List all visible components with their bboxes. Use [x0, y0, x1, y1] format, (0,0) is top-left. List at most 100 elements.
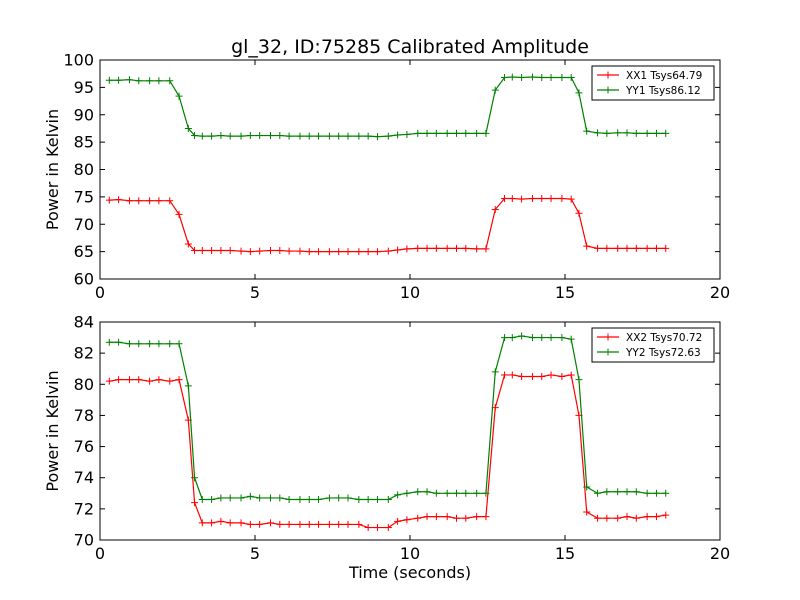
data-point [208, 247, 216, 255]
legend-box [591, 65, 715, 101]
data-point [518, 373, 526, 380]
data-point [414, 244, 422, 252]
data-point [217, 494, 225, 502]
x-tick-label: 20 [710, 544, 730, 563]
data-point [115, 376, 123, 384]
data-point [394, 131, 402, 139]
data-point [594, 129, 602, 137]
data-point [246, 248, 254, 256]
data-point [344, 132, 352, 140]
data-point [558, 195, 566, 203]
data-point [518, 74, 526, 82]
data-point [538, 195, 546, 203]
data-point [462, 129, 470, 137]
data-point [364, 524, 372, 532]
data-point [453, 514, 460, 522]
data-point [594, 489, 602, 497]
y-axis-label: Power in Kelvin [43, 109, 62, 230]
data-point [623, 488, 631, 496]
data-point [125, 76, 133, 84]
legend-label: XX2 Tsys70.72 [626, 332, 702, 344]
data-point [394, 517, 402, 525]
data-point [155, 376, 163, 384]
data-point [276, 494, 284, 502]
data-point [296, 247, 304, 255]
data-point [482, 129, 490, 137]
data-point [538, 74, 546, 82]
data-point [462, 514, 470, 522]
data-point [335, 132, 343, 140]
data-point [175, 210, 183, 218]
y-tick-label: 100 [63, 51, 94, 70]
data-point [558, 74, 566, 82]
data-point [414, 129, 422, 137]
data-point [267, 494, 274, 502]
data-point [443, 244, 451, 252]
data-point [558, 373, 566, 380]
data-point [237, 519, 245, 527]
data-point [105, 76, 113, 84]
data-point [125, 376, 133, 384]
data-point [403, 245, 411, 253]
data-point [403, 516, 411, 524]
data-point [373, 496, 381, 504]
x-tick-label: 5 [250, 544, 260, 563]
data-point [575, 376, 583, 384]
data-point [166, 197, 174, 205]
data-point [414, 514, 422, 522]
data-point [501, 371, 509, 379]
data-point [594, 514, 602, 522]
x-tick-label: 10 [400, 283, 420, 302]
data-point [105, 196, 113, 204]
data-point [394, 246, 402, 254]
data-point [567, 371, 575, 379]
data-point [246, 132, 254, 140]
data-point [384, 247, 392, 255]
data-point [462, 244, 470, 252]
data-point [491, 205, 499, 213]
data-point [256, 247, 264, 255]
data-point [508, 334, 516, 342]
data-point [305, 520, 313, 528]
data-point [184, 240, 192, 248]
data-point [473, 489, 481, 497]
data-point [501, 74, 509, 82]
data-point [115, 76, 123, 84]
data-point [208, 496, 216, 504]
data-point [198, 519, 206, 527]
data-point [384, 132, 392, 140]
data-point [501, 195, 509, 203]
data-point [575, 89, 583, 97]
data-point [296, 520, 304, 528]
data-point [373, 133, 381, 141]
data-point [246, 492, 254, 500]
data-point [146, 340, 154, 348]
data-point [267, 132, 274, 140]
data-point [296, 132, 304, 140]
data-point [166, 377, 174, 385]
x-tick-label: 15 [555, 544, 575, 563]
data-point [226, 494, 234, 502]
data-point [558, 334, 566, 342]
data-point [632, 129, 640, 137]
x-tick-label: 0 [95, 283, 105, 302]
data-point [603, 514, 611, 522]
data-point [355, 132, 363, 140]
data-point [432, 129, 440, 137]
data-point [623, 129, 631, 137]
data-point [603, 129, 611, 137]
data-point [423, 488, 431, 496]
data-point [325, 132, 333, 140]
data-point [453, 489, 460, 497]
data-point [394, 491, 402, 499]
data-point [285, 520, 293, 528]
legend-box [591, 327, 715, 363]
data-point [115, 196, 123, 204]
data-point [166, 77, 174, 85]
data-point [191, 247, 199, 255]
y-tick-label: 65 [74, 242, 94, 261]
data-point [355, 248, 363, 256]
data-point [146, 377, 154, 385]
y-tick-label: 95 [74, 78, 94, 97]
